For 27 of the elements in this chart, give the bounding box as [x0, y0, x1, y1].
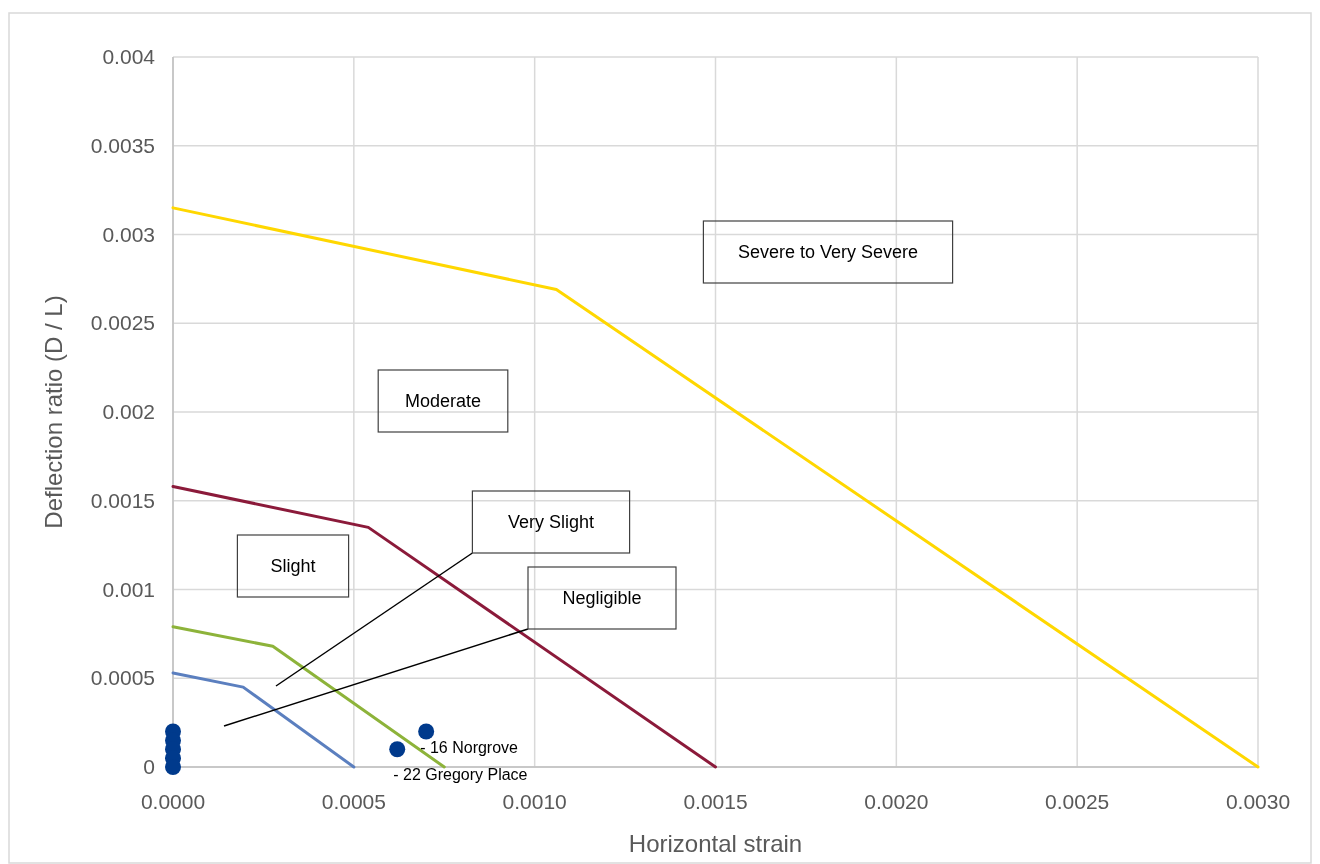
x-tick-label: 0.0000: [140, 790, 206, 813]
y-tick-label: 0.0025: [90, 311, 155, 335]
annotation: Very Slight: [507, 512, 595, 532]
point: [418, 723, 435, 740]
x-tick-label: 0.0030: [1225, 790, 1291, 813]
annotation: - 16 Norgrove: [420, 738, 519, 756]
annotation: Moderate: [404, 391, 482, 411]
x-axis-title: Horizontal strain: [628, 830, 803, 857]
annotation: Severe to Very Severe: [737, 242, 919, 262]
x-tick-label: 0.0010: [502, 790, 567, 813]
y-tick-label: 0.0035: [90, 133, 155, 157]
y-tick-label: 0.003: [102, 222, 155, 246]
y-axis-title: Deflection ratio (D / L): [40, 295, 67, 529]
point: [389, 741, 406, 758]
y-tick-label: 0.004: [102, 45, 156, 68]
y-tick-label: 0.002: [102, 400, 155, 423]
x-tick-label: 0.0015: [683, 790, 748, 813]
annotation: Negligible: [562, 588, 642, 608]
x-tick-label: 0.0005: [321, 790, 386, 813]
x-tick-label: 0.0025: [1045, 790, 1110, 813]
y-tick-label: 0: [143, 755, 155, 778]
y-tick-label: 0.0005: [90, 666, 155, 690]
annotation: - 22 Gregory Place: [393, 766, 528, 784]
y-tick-label: 0.001: [102, 577, 155, 601]
y-tick-label: 0.0015: [90, 488, 155, 512]
x-tick-label: 0.0020: [864, 790, 929, 813]
annotation: Slight: [270, 556, 316, 576]
